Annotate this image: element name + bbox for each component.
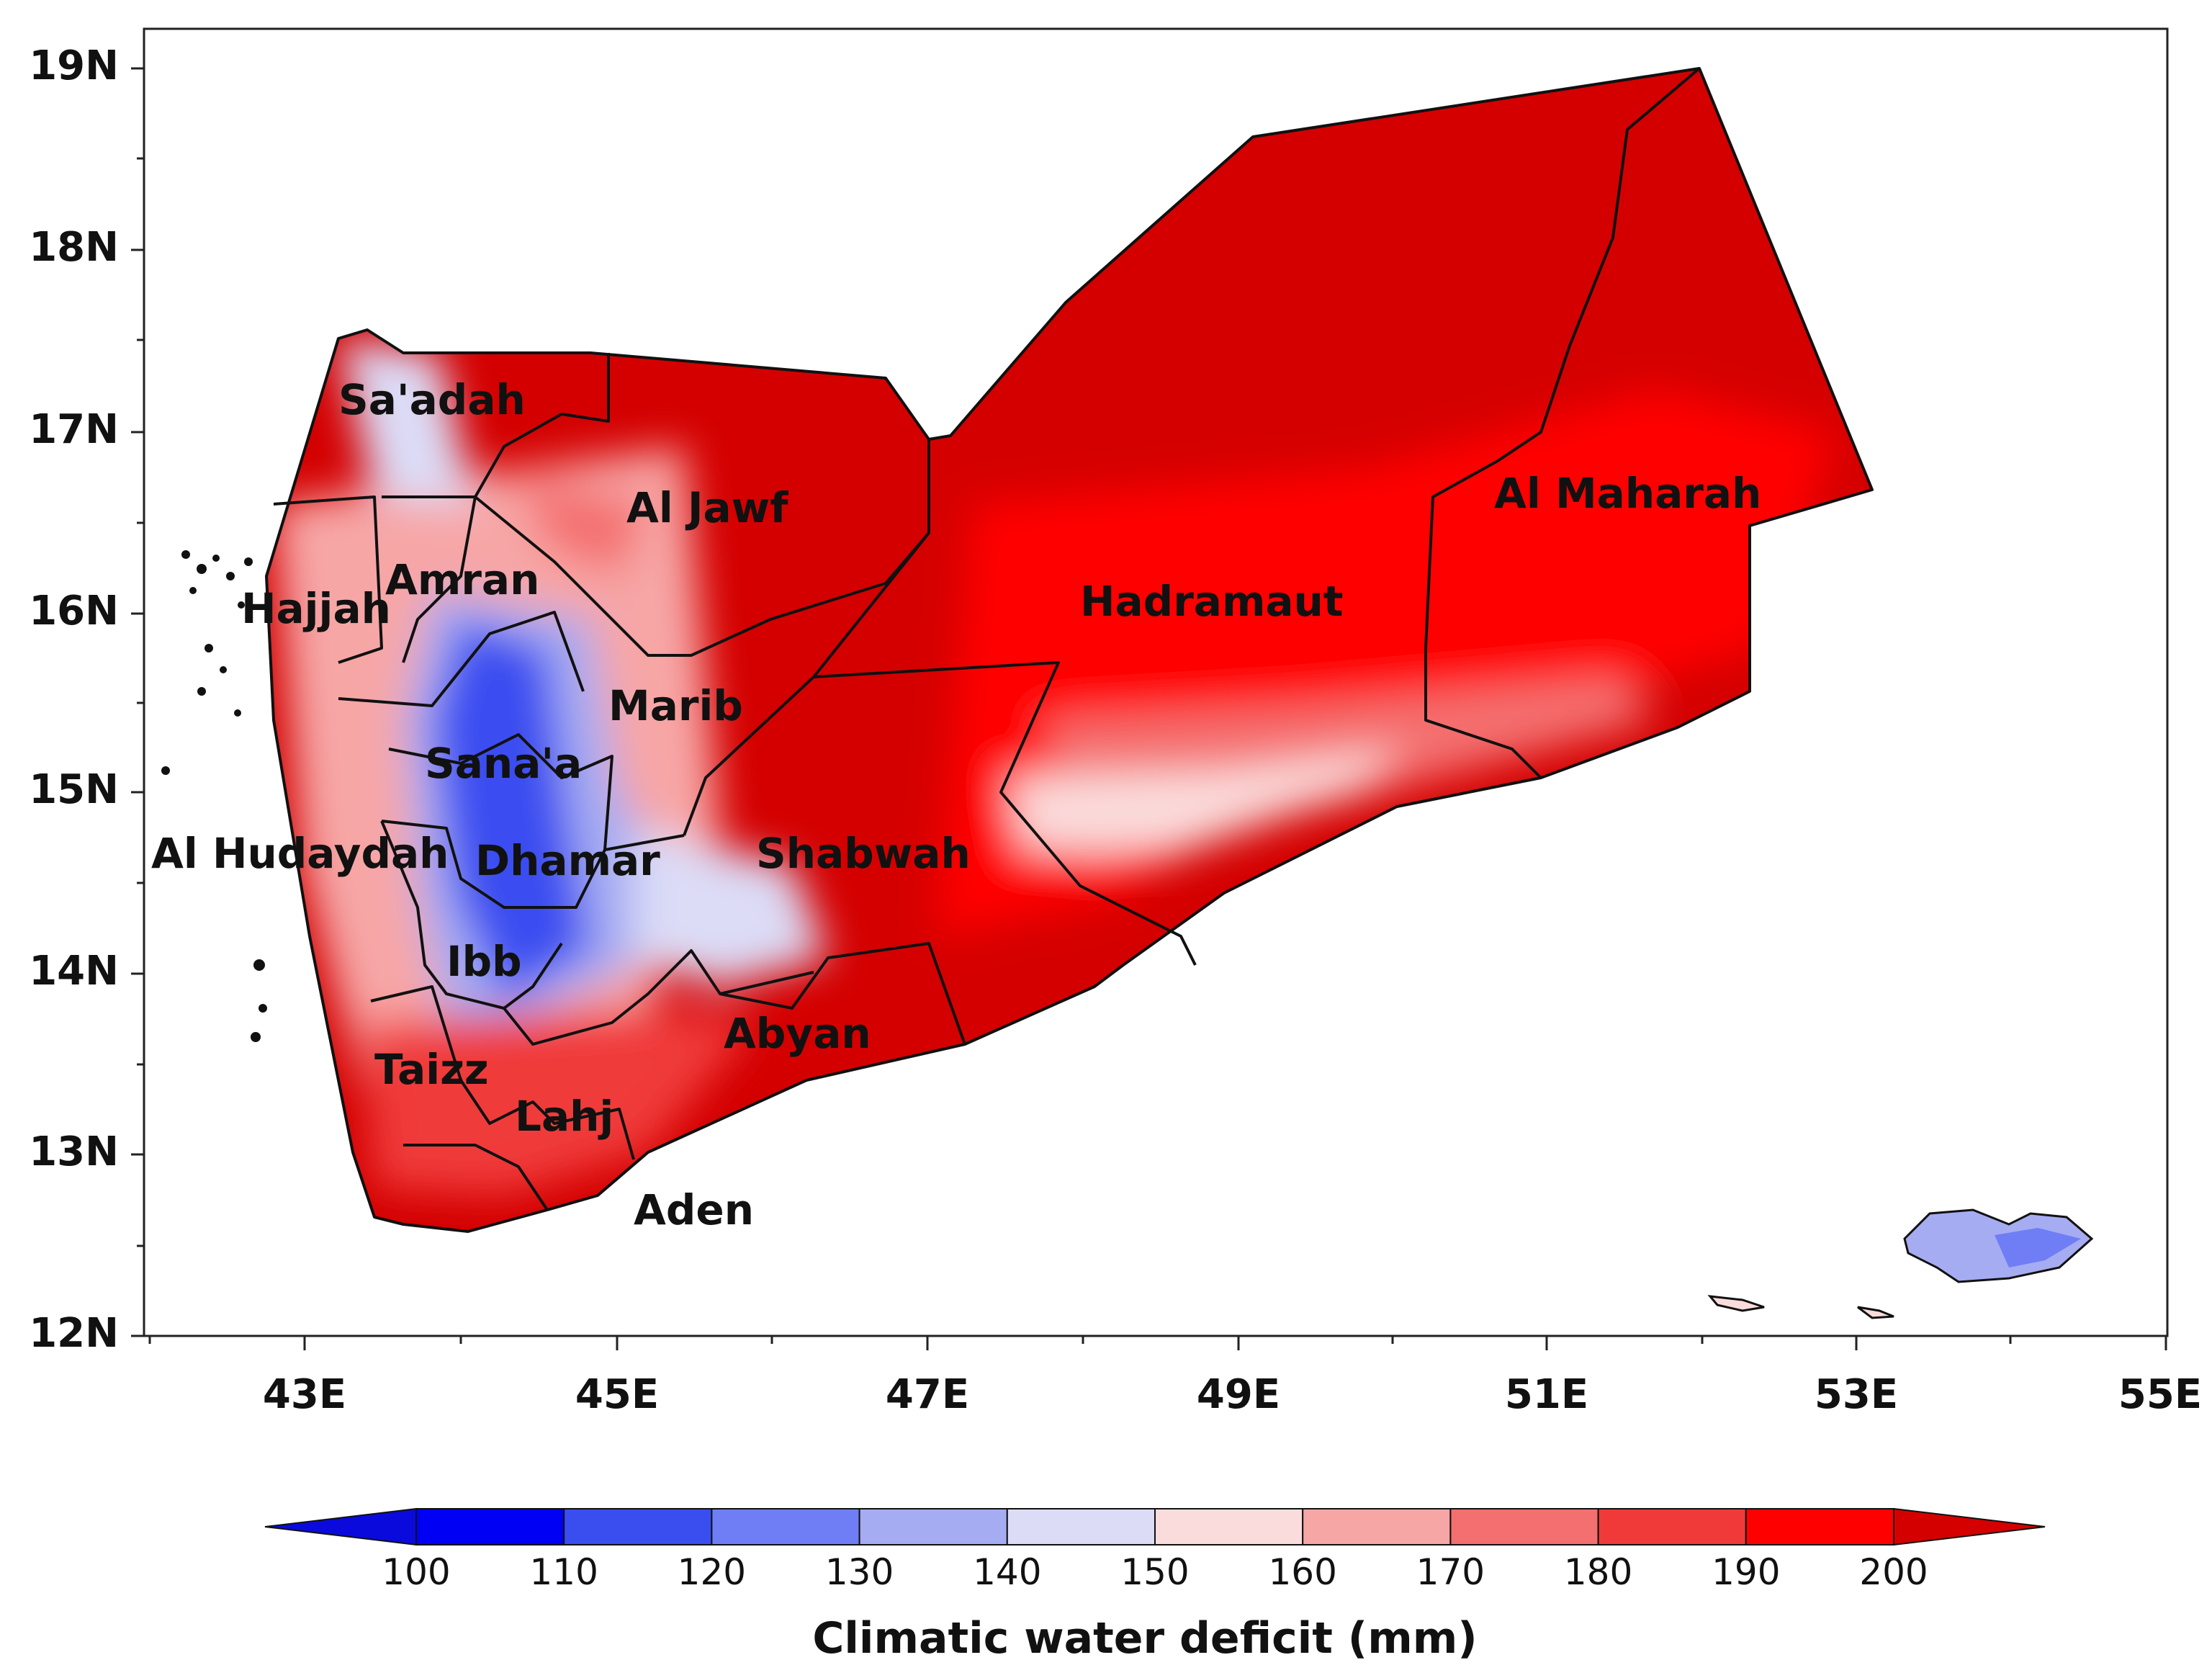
colorbar-segment [1449, 1508, 1599, 1545]
y-tick-label: 12N [29, 1310, 119, 1357]
colorbar-tick-label: 160 [1268, 1551, 1336, 1593]
colorbar-tick-label: 100 [382, 1551, 450, 1593]
x-tick-label: 55E [2118, 1371, 2202, 1418]
colorbar-right-arrow [1893, 1507, 2046, 1546]
colorbar: 100 110 120 130 140 150 160 170 180 190 200 [264, 1507, 2046, 1593]
red-sea-islands [161, 550, 267, 1042]
region-label-lahj: Lahj [515, 1092, 613, 1141]
x-tick-label: 49E [1197, 1371, 1280, 1418]
colorbar-tick-label: 170 [1416, 1551, 1485, 1593]
region-label-marib: Marib [608, 681, 743, 730]
y-tick-label: 15N [29, 766, 119, 813]
colorbar-left-arrow [264, 1507, 417, 1546]
colorbar-segment [1745, 1508, 1895, 1545]
colorbar-tick-label: 130 [825, 1551, 894, 1593]
colorbar-tick-label: 200 [1859, 1551, 1928, 1593]
region-label-aden: Aden [634, 1185, 754, 1234]
y-tick-labels: 19N 18N 17N 16N 15N 14N 13N 12N [29, 42, 119, 1357]
y-tick-label: 14N [29, 948, 119, 995]
colorbar-segment [1006, 1508, 1156, 1545]
x-tick-labels: 43E 45E 47E 49E 51E 53E 55E [263, 1371, 2202, 1418]
region-label-amran: Amran [385, 555, 539, 604]
x-tick-label: 43E [263, 1371, 346, 1418]
region-label-taizz: Taizz [374, 1045, 489, 1094]
region-label-hadramaut: Hadramaut [1080, 577, 1344, 626]
colorbar-segment [1597, 1508, 1747, 1545]
region-label-saadah: Sa'adah [338, 375, 526, 424]
colorbar-tick-label: 190 [1712, 1551, 1780, 1593]
colorbar-tick-label: 180 [1564, 1551, 1632, 1593]
colorbar-tick-label: 120 [678, 1551, 746, 1593]
deficit-field [266, 68, 1872, 1231]
colorbar-segment [563, 1508, 713, 1545]
y-tick-label: 13N [29, 1129, 119, 1175]
y-tick-label: 19N [29, 42, 119, 89]
region-labels: Sa'adah Al Jawf Al Maharah Amran Hajjah … [151, 375, 1761, 1234]
colorbar-segment [1302, 1508, 1452, 1545]
axis-ticks [131, 67, 2167, 1350]
colorbar-tick-label: 140 [973, 1551, 1041, 1593]
colorbar-tick-label: 110 [529, 1551, 598, 1593]
y-tick-label: 17N [29, 406, 119, 453]
x-tick-label: 45E [575, 1371, 659, 1418]
colorbar-tick-label: 150 [1120, 1551, 1189, 1593]
region-label-dhamar: Dhamar [475, 836, 660, 885]
y-tick-label: 16N [29, 588, 119, 634]
x-tick-label: 51E [1505, 1371, 1588, 1418]
region-label-sanaa: Sana'a [425, 739, 582, 788]
province-borders [265, 67, 1874, 1233]
colorbar-segment [711, 1508, 860, 1545]
y-tick-label: 18N [29, 224, 119, 271]
region-label-abyan: Abyan [724, 1009, 871, 1058]
region-label-shabwah: Shabwah [756, 829, 971, 878]
socotra-island [1707, 1208, 2094, 1319]
colorbar-segment [1154, 1508, 1304, 1545]
region-label-almaharah: Al Maharah [1494, 469, 1761, 518]
region-label-alhudaydah: Al Hudaydah [151, 829, 449, 878]
colorbar-segment [415, 1508, 565, 1545]
colorbar-title: Climatic water deficit (mm) [812, 1613, 1477, 1664]
x-tick-label: 53E [1815, 1371, 1898, 1418]
region-label-aljawf: Al Jawf [626, 483, 788, 532]
region-label-ibb: Ibb [446, 937, 522, 986]
x-tick-label: 47E [886, 1371, 969, 1418]
region-label-hajjah: Hajjah [241, 584, 391, 633]
colorbar-segment [858, 1508, 1008, 1545]
